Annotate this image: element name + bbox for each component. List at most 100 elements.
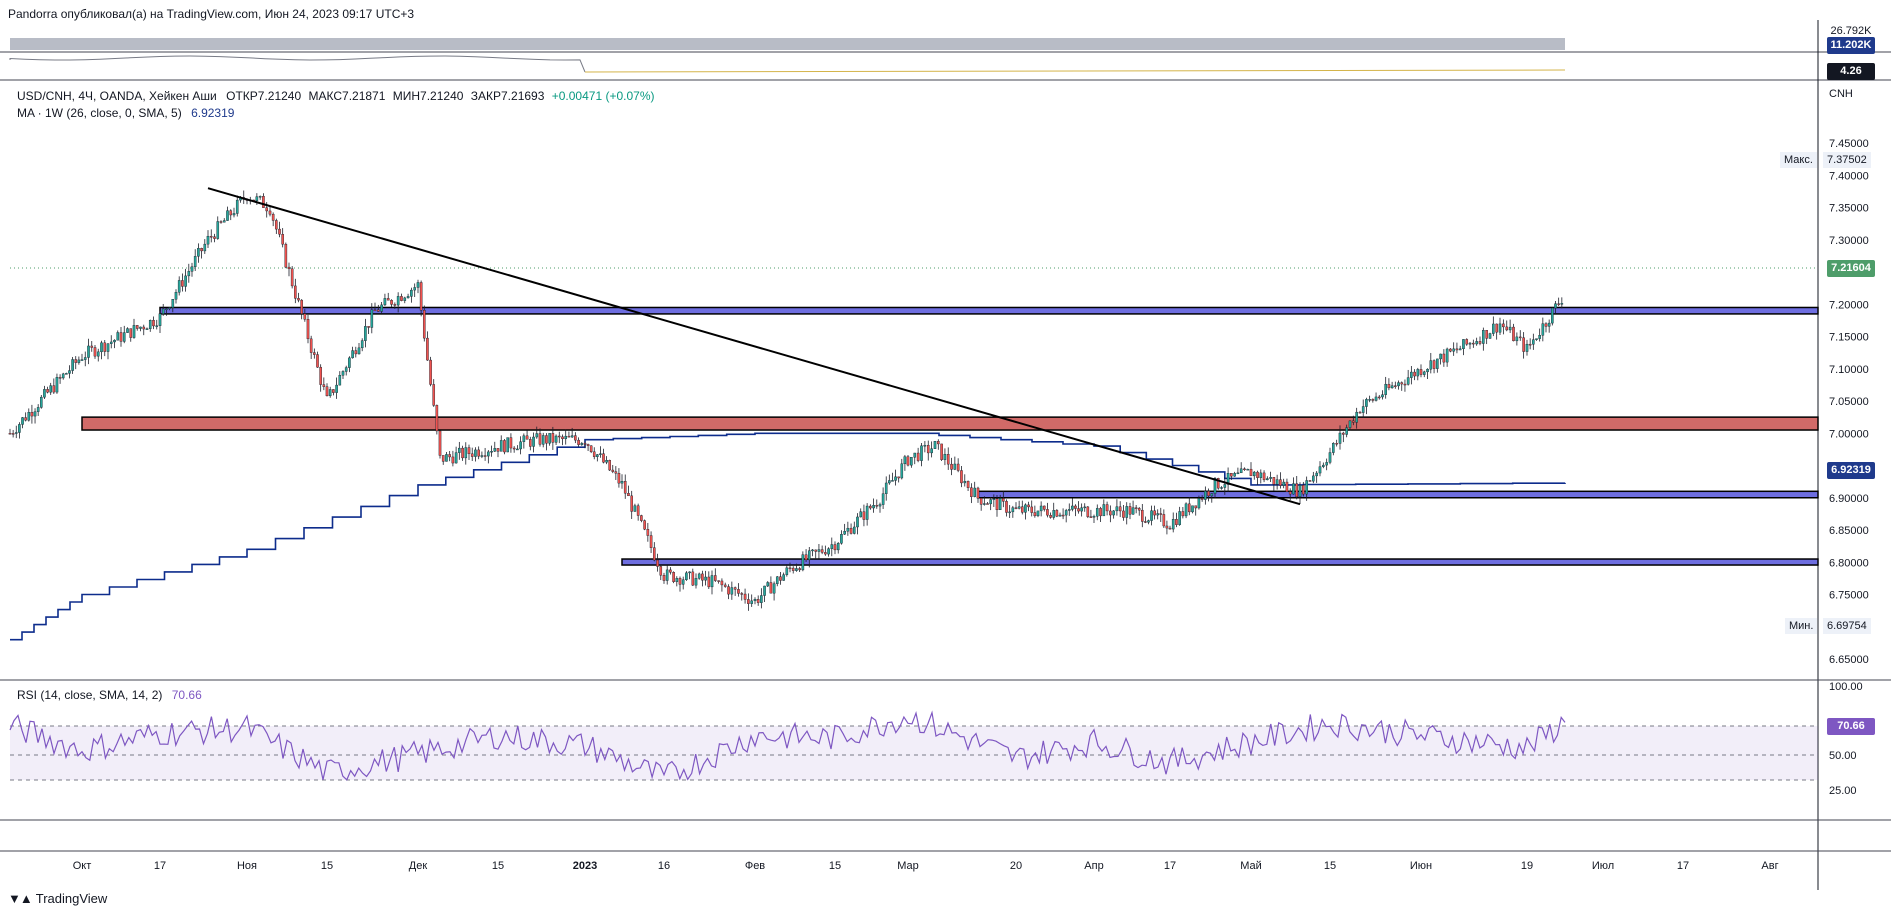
candle-body xyxy=(930,448,933,454)
candle-body xyxy=(691,571,695,586)
candle-body xyxy=(373,309,377,311)
candle-body xyxy=(1036,510,1040,517)
candle-body xyxy=(1495,323,1498,333)
candle-body xyxy=(1410,371,1413,378)
candle-body xyxy=(490,451,493,453)
candle-body xyxy=(943,454,947,460)
candle-body xyxy=(21,417,24,425)
candle-body xyxy=(332,389,335,393)
candle-body xyxy=(561,436,564,440)
candle-body xyxy=(966,480,970,488)
ohlc-high: МАКС7.21871 xyxy=(308,89,386,103)
currency-label: CNH xyxy=(1829,88,1853,100)
candle-body xyxy=(1429,360,1433,370)
candle-body xyxy=(1512,326,1515,342)
candle-body xyxy=(1005,501,1008,513)
candle-body xyxy=(814,549,818,552)
candle-body xyxy=(1049,514,1052,518)
candle-body xyxy=(538,433,542,445)
candle-body xyxy=(441,455,445,462)
candle-body xyxy=(8,433,12,435)
ma-label[interactable]: MA · 1W (26, close, 0, SMA, 5) xyxy=(17,106,182,120)
candle-body xyxy=(161,308,165,314)
candle-body xyxy=(1387,383,1391,389)
candle-body xyxy=(1020,506,1024,513)
candle-body xyxy=(894,476,897,481)
candle-body xyxy=(1442,353,1446,363)
candle-body xyxy=(509,437,513,449)
candle-body xyxy=(1033,512,1037,517)
candle-body xyxy=(827,548,830,555)
candle-body xyxy=(1165,525,1169,529)
candle-body xyxy=(933,440,937,449)
candle-body xyxy=(669,569,672,573)
candle-body xyxy=(995,498,999,511)
candle-body xyxy=(963,480,967,484)
candle-body xyxy=(583,443,587,445)
candle-body xyxy=(548,433,551,444)
candle-body xyxy=(1055,510,1059,517)
candle-body xyxy=(275,220,278,230)
candle-body xyxy=(390,299,393,305)
candle-body xyxy=(869,505,872,509)
min-label-chip: Мин. xyxy=(1785,618,1818,634)
candle-body xyxy=(119,332,123,342)
candle-body xyxy=(300,299,303,314)
candle-body xyxy=(419,282,423,311)
candle-body xyxy=(1137,508,1141,511)
candle-body xyxy=(445,454,448,462)
candle-body xyxy=(499,440,503,452)
candle-body xyxy=(43,389,46,398)
candle-body xyxy=(477,449,480,457)
candle-body xyxy=(747,599,750,604)
indicator-line-yellow xyxy=(584,69,1566,73)
candle-body xyxy=(46,389,49,393)
candle-body xyxy=(897,476,900,479)
candle-body xyxy=(798,568,801,571)
price-tick-label: 6.90000 xyxy=(1829,493,1869,505)
candle-body xyxy=(678,578,682,585)
candle-body xyxy=(1058,514,1062,517)
time-tick-label: Мар xyxy=(897,860,919,872)
candle-body xyxy=(1472,342,1475,345)
candle-body xyxy=(730,587,734,595)
symbol-legend: USD/CNH, 4Ч, OANDA, Хейкен Аши ОТКР7.212… xyxy=(17,89,660,103)
candle-body xyxy=(1325,462,1328,466)
tradingview-logo[interactable]: ▼▲ TradingView xyxy=(8,891,107,906)
candle-body xyxy=(1384,383,1387,395)
rsi-tick-label: 25.00 xyxy=(1829,785,1857,797)
candle-body xyxy=(152,320,155,327)
volume-top-label: 26.792K xyxy=(1827,23,1875,40)
candle-body xyxy=(782,574,785,581)
pane-frames xyxy=(0,20,1891,890)
candle-body xyxy=(338,375,342,386)
candle-body xyxy=(1115,506,1119,512)
candle-body xyxy=(760,595,763,603)
candle-body xyxy=(633,505,637,512)
candle-body xyxy=(83,357,87,360)
rsi-label[interactable]: RSI (14, close, SMA, 14, 2) xyxy=(17,688,163,702)
candle-body xyxy=(656,559,659,567)
trendline-layer xyxy=(207,187,1301,506)
volume-bars xyxy=(10,38,1565,50)
candle-body xyxy=(426,337,429,361)
time-tick-label: Май xyxy=(1240,860,1262,872)
candle-body xyxy=(1112,510,1115,516)
candle-body xyxy=(795,568,798,571)
candle-body xyxy=(586,444,590,446)
candle-body xyxy=(862,511,866,520)
candle-body xyxy=(872,505,875,509)
candle-body xyxy=(1318,466,1322,474)
candle-body xyxy=(335,384,338,393)
price-tick-label: 7.10000 xyxy=(1829,364,1869,376)
candle-body xyxy=(393,304,397,306)
ohlc-open: ОТКР7.21240 xyxy=(226,89,302,103)
candle-body xyxy=(487,451,490,457)
candle-body xyxy=(258,196,262,198)
candle-body xyxy=(222,220,226,223)
candle-body xyxy=(1445,348,1449,363)
ma-legend: MA · 1W (26, close, 0, SMA, 5) 6.92319 xyxy=(17,106,240,120)
candle-body xyxy=(727,586,730,595)
symbol-name[interactable]: USD/CNH, 4Ч, OANDA, Хейкен Аши xyxy=(17,89,217,103)
rsi-value: 70.66 xyxy=(171,688,202,702)
